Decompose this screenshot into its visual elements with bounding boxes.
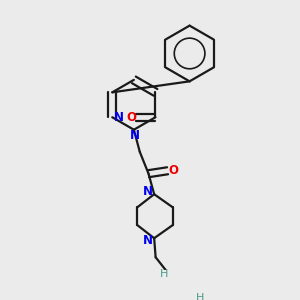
Text: O: O — [126, 111, 136, 124]
Text: N: N — [143, 234, 153, 247]
Text: N: N — [130, 129, 140, 142]
Text: N: N — [114, 111, 124, 124]
Text: H: H — [160, 269, 169, 279]
Text: O: O — [169, 164, 178, 177]
Text: H: H — [196, 293, 205, 300]
Text: N: N — [143, 185, 153, 198]
